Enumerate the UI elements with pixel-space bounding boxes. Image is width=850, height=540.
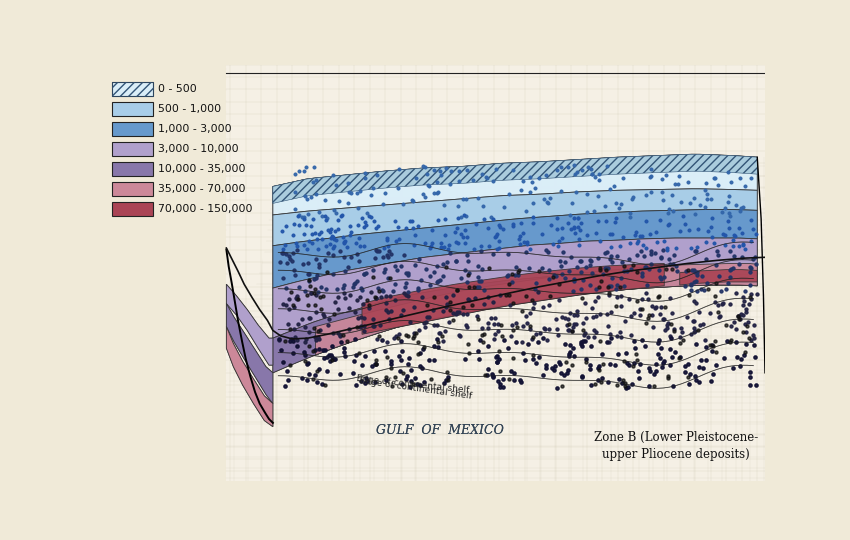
Polygon shape: [226, 65, 765, 481]
Polygon shape: [273, 210, 757, 288]
Polygon shape: [226, 303, 273, 403]
Polygon shape: [226, 284, 273, 365]
Text: GULF  OF  MEXICO: GULF OF MEXICO: [376, 424, 503, 437]
Polygon shape: [680, 269, 757, 285]
Polygon shape: [273, 238, 757, 338]
Bar: [112, 82, 153, 96]
Polygon shape: [226, 327, 273, 427]
Polygon shape: [315, 264, 757, 355]
Polygon shape: [273, 238, 757, 338]
Polygon shape: [273, 154, 757, 215]
Bar: [112, 142, 153, 156]
Text: 1,000 - 3,000: 1,000 - 3,000: [158, 124, 232, 134]
Bar: [112, 122, 153, 136]
Polygon shape: [226, 65, 765, 481]
Text: Edge of continental shelf: Edge of continental shelf: [355, 374, 469, 395]
Text: 70,000 - 150,000: 70,000 - 150,000: [158, 204, 252, 214]
Bar: [112, 182, 153, 195]
Text: Edge of continental shelf: Edge of continental shelf: [360, 376, 473, 401]
Polygon shape: [315, 264, 757, 355]
Polygon shape: [273, 154, 757, 215]
Text: GULF  OF  MEXICO: GULF OF MEXICO: [376, 424, 503, 437]
Polygon shape: [273, 189, 757, 246]
Polygon shape: [273, 272, 757, 373]
Bar: [112, 162, 153, 176]
Polygon shape: [273, 210, 757, 288]
Polygon shape: [226, 327, 273, 427]
Text: 500 - 1,000: 500 - 1,000: [158, 104, 221, 114]
Polygon shape: [362, 264, 664, 334]
Polygon shape: [680, 269, 757, 285]
Bar: [112, 82, 153, 96]
Text: 10,000 - 35,000: 10,000 - 35,000: [158, 164, 246, 174]
Text: 3,000 - 10,000: 3,000 - 10,000: [158, 144, 239, 154]
Bar: [112, 102, 153, 116]
Polygon shape: [226, 284, 273, 365]
Polygon shape: [273, 189, 757, 246]
Text: 35,000 - 70,000: 35,000 - 70,000: [158, 184, 246, 194]
Polygon shape: [362, 264, 664, 334]
Text: Zone B (Lower Pleistocene-
upper Pliocene deposits): Zone B (Lower Pleistocene- upper Pliocen…: [594, 431, 758, 461]
Bar: [112, 202, 153, 215]
Polygon shape: [273, 272, 757, 373]
Polygon shape: [273, 154, 757, 204]
Polygon shape: [273, 154, 757, 204]
Polygon shape: [226, 303, 273, 403]
Text: 0 - 500: 0 - 500: [158, 84, 197, 93]
